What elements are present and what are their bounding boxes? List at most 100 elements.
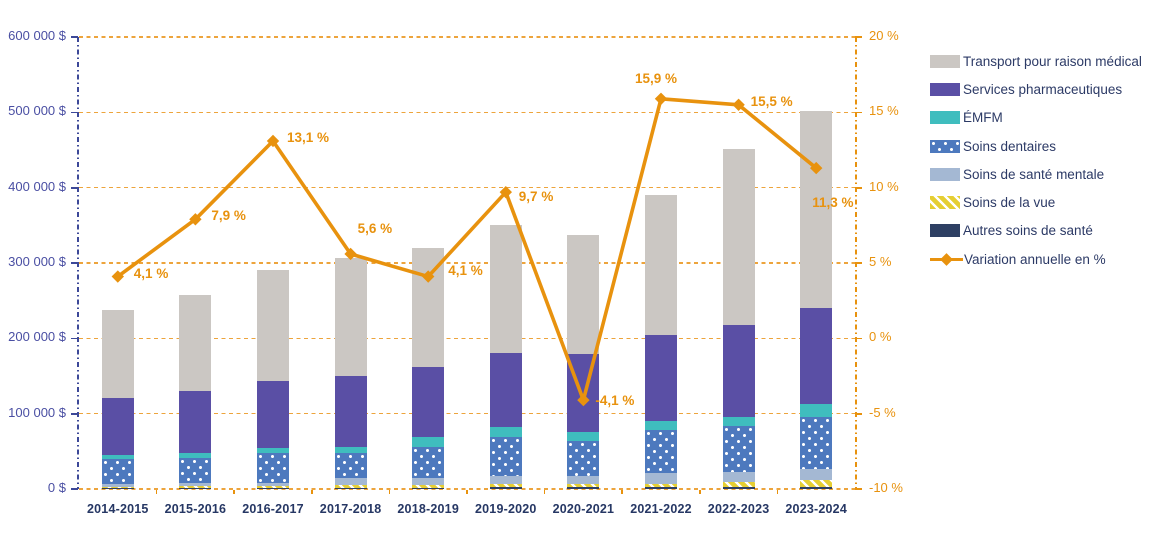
bar-segment bbox=[412, 437, 445, 448]
h-gridline bbox=[79, 412, 855, 415]
legend-item-dentaires: Soins dentaires bbox=[930, 132, 1142, 160]
bar-segment bbox=[334, 257, 367, 376]
legend-swatch-transport bbox=[930, 54, 960, 68]
x-axis-minor-tick bbox=[543, 490, 546, 494]
left-axis-tick-label: 300 000 $ bbox=[8, 254, 66, 269]
bar-segment bbox=[179, 458, 212, 483]
bar-segment bbox=[722, 149, 755, 325]
left-axis-tick-label: 600 000 $ bbox=[8, 28, 66, 43]
left-axis-line bbox=[77, 37, 79, 489]
bar-segment bbox=[800, 469, 833, 480]
right-axis-tick-label: 5 % bbox=[869, 254, 892, 269]
bar-segment bbox=[567, 483, 600, 488]
bar-segment bbox=[412, 447, 445, 479]
bar-segment bbox=[179, 486, 212, 489]
bar-segment bbox=[567, 476, 600, 484]
bar-segment bbox=[412, 478, 445, 485]
bar-segment bbox=[567, 487, 600, 489]
right-axis-line bbox=[855, 37, 857, 489]
bar-segment bbox=[412, 487, 445, 489]
x-axis-category-label: 2023-2024 bbox=[785, 502, 847, 516]
line-data-label: 5,6 % bbox=[357, 220, 393, 236]
line-data-label: 15,5 % bbox=[750, 93, 793, 109]
x-axis-minor-tick bbox=[466, 490, 468, 494]
legend-swatch-autres-soins bbox=[930, 224, 960, 238]
h-gridline bbox=[79, 36, 855, 38]
bar-segment bbox=[567, 440, 600, 477]
bar-segment bbox=[800, 416, 833, 470]
x-axis-minor-tick bbox=[699, 490, 701, 494]
bar-segment bbox=[567, 431, 600, 441]
legend-item-variation: Variation annuelle en % bbox=[930, 245, 1142, 273]
bar-segment bbox=[334, 453, 367, 479]
x-axis-category-label: 2014-2015 bbox=[87, 502, 149, 516]
bar-segment bbox=[489, 437, 522, 477]
bar-segment bbox=[722, 426, 755, 473]
legend-swatch-sante-mentale bbox=[930, 167, 960, 181]
left-axis-tick-label: 400 000 $ bbox=[8, 178, 66, 194]
right-axis-tick bbox=[855, 412, 862, 415]
legend-item-pharmaceutiques: Services pharmaceutiques bbox=[930, 75, 1142, 103]
bar-segment bbox=[722, 417, 755, 427]
left-axis-tick bbox=[71, 262, 78, 264]
legend-item-vue: Soins de la vue bbox=[930, 188, 1142, 216]
x-axis-minor-tick bbox=[311, 490, 313, 494]
left-axis-tick bbox=[71, 111, 78, 114]
legend-swatch-emfm bbox=[930, 111, 960, 125]
bar-segment bbox=[722, 472, 755, 483]
right-axis-tick bbox=[855, 36, 862, 38]
bar-segment bbox=[412, 367, 445, 438]
right-axis-tick-label: 0 % bbox=[869, 329, 892, 345]
legend-item-autres-soins: Autres soins de santé bbox=[930, 217, 1142, 245]
left-axis-tick bbox=[71, 186, 78, 189]
legend-swatch-dentaires bbox=[930, 139, 960, 153]
bar-segment bbox=[800, 486, 833, 489]
legend: Transport pour raison médical Services p… bbox=[930, 47, 1142, 273]
left-axis-tick-label: 200 000 $ bbox=[8, 329, 66, 345]
x-axis-minor-tick bbox=[155, 490, 158, 494]
right-axis-tick-label: 15 % bbox=[869, 103, 899, 119]
bar-segment bbox=[334, 487, 367, 489]
bar-segment bbox=[334, 447, 367, 454]
x-axis-minor-tick bbox=[388, 490, 391, 494]
bar-segment bbox=[101, 455, 134, 459]
bar-segment bbox=[800, 308, 833, 404]
bar-segment bbox=[567, 235, 600, 355]
bar-segment bbox=[179, 452, 212, 459]
x-axis-category-label: 2018-2019 bbox=[397, 502, 459, 516]
x-axis-minor-tick bbox=[621, 490, 624, 494]
legend-item-emfm: ÉMFM bbox=[930, 104, 1142, 132]
legend-swatch-pharmaceutiques bbox=[930, 82, 960, 96]
line-data-label: 7,9 % bbox=[211, 208, 246, 224]
h-gridline bbox=[79, 488, 855, 490]
bar-segment bbox=[101, 488, 134, 490]
legend-label: Transport pour raison médical bbox=[963, 53, 1142, 69]
bar-segment bbox=[257, 486, 289, 489]
bar-segment bbox=[645, 483, 677, 488]
x-axis-category-label: 2020-2021 bbox=[552, 502, 615, 516]
x-axis-category-label: 2017-2018 bbox=[319, 502, 382, 516]
bar-segment bbox=[489, 224, 522, 354]
bar-segment bbox=[800, 403, 833, 417]
line-data-label: 11,3 % bbox=[812, 195, 854, 211]
line-data-label: 15,9 % bbox=[635, 70, 678, 86]
legend-item-sante-mentale: Soins de santé mentale bbox=[930, 160, 1142, 188]
bar-segment bbox=[489, 427, 522, 437]
bar-segment bbox=[179, 295, 212, 392]
bar-segment bbox=[101, 486, 134, 489]
x-axis-category-label: 2022-2023 bbox=[707, 502, 770, 516]
right-axis-tick bbox=[855, 186, 862, 189]
bar-segment bbox=[489, 353, 522, 428]
bar-segment bbox=[101, 397, 134, 456]
x-axis-category-label: 2016-2017 bbox=[242, 502, 304, 516]
legend-label: Autres soins de santé bbox=[963, 223, 1093, 239]
right-axis-tick-label: -10 % bbox=[869, 480, 903, 495]
bar-segment bbox=[489, 483, 522, 488]
bar-segment bbox=[257, 482, 289, 487]
x-axis-category-label: 2019-2020 bbox=[475, 502, 537, 516]
h-gridline bbox=[79, 111, 855, 114]
bar-segment bbox=[645, 195, 677, 335]
bar-segment bbox=[645, 430, 677, 474]
left-axis-tick-label: 0 $ bbox=[47, 480, 66, 495]
